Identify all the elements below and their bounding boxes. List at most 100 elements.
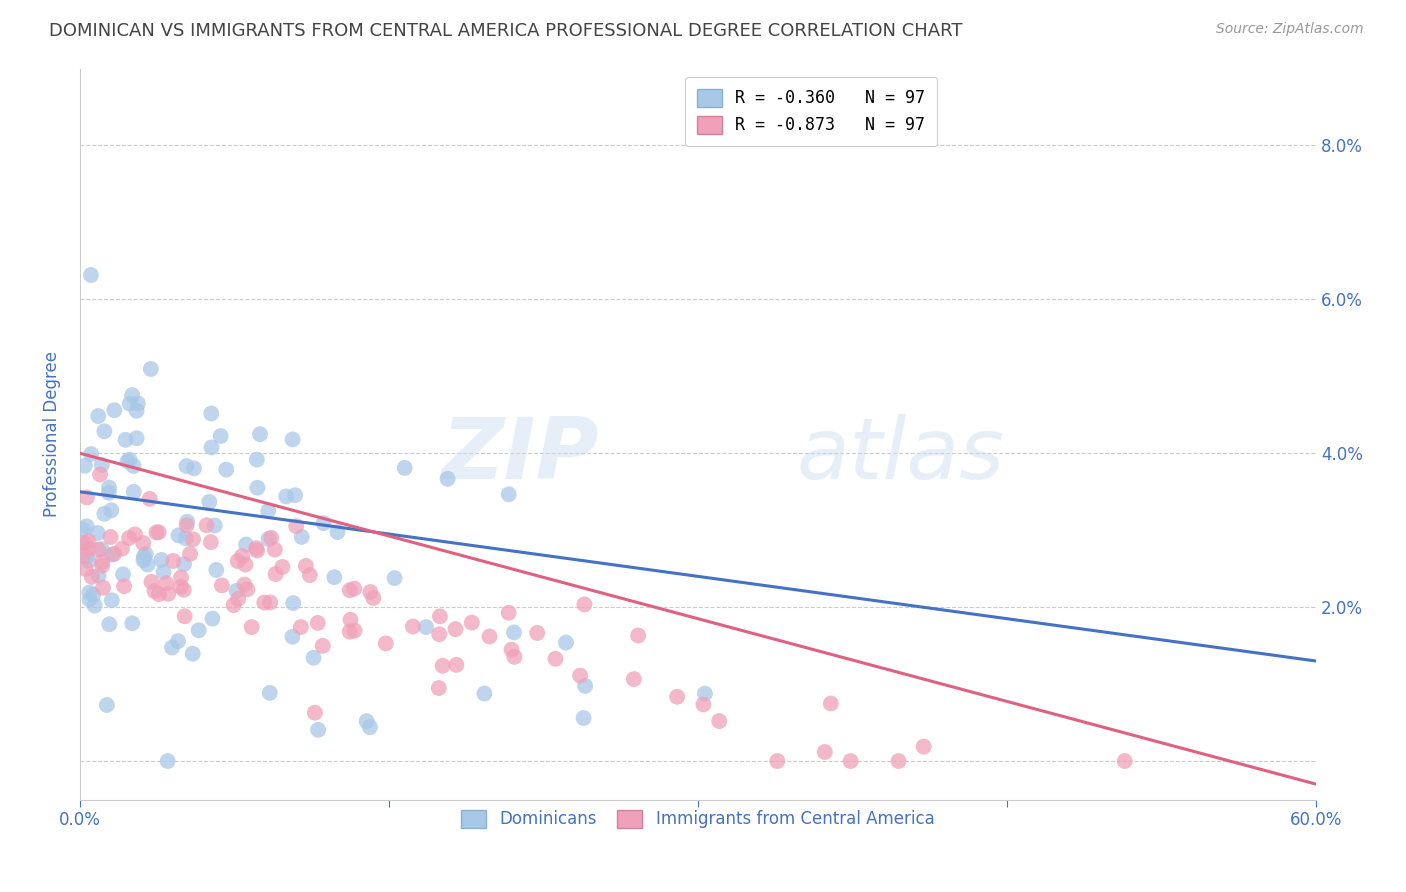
Point bbox=[152, 565, 174, 579]
Point bbox=[87, 568, 110, 582]
Point bbox=[111, 541, 134, 556]
Point bbox=[156, 754, 179, 768]
Point bbox=[77, 534, 100, 549]
Point bbox=[498, 606, 520, 620]
Point bbox=[157, 587, 180, 601]
Point bbox=[281, 630, 304, 644]
Point bbox=[112, 567, 135, 582]
Point bbox=[141, 574, 163, 589]
Point bbox=[136, 558, 159, 572]
Point bbox=[572, 711, 595, 725]
Point bbox=[478, 630, 501, 644]
Point bbox=[343, 624, 366, 638]
Point bbox=[446, 657, 468, 672]
Point bbox=[374, 636, 396, 650]
Point bbox=[259, 686, 281, 700]
Point bbox=[569, 668, 592, 682]
Point bbox=[90, 458, 112, 472]
Point bbox=[173, 609, 195, 624]
Point bbox=[307, 615, 329, 630]
Point bbox=[98, 481, 121, 495]
Point bbox=[72, 549, 94, 563]
Point bbox=[125, 404, 148, 418]
Point bbox=[339, 624, 361, 639]
Point bbox=[170, 570, 193, 584]
Point bbox=[236, 582, 259, 597]
Point bbox=[498, 487, 520, 501]
Point bbox=[91, 581, 114, 595]
Y-axis label: Professional Degree: Professional Degree bbox=[44, 351, 60, 517]
Point bbox=[87, 542, 110, 557]
Point bbox=[235, 537, 257, 551]
Point bbox=[101, 548, 124, 562]
Point bbox=[290, 620, 312, 634]
Point bbox=[127, 396, 149, 410]
Point bbox=[91, 555, 114, 569]
Point bbox=[132, 536, 155, 550]
Point bbox=[83, 599, 105, 613]
Point bbox=[257, 532, 280, 546]
Point bbox=[257, 504, 280, 518]
Point bbox=[170, 580, 193, 594]
Point bbox=[246, 543, 269, 558]
Point bbox=[291, 530, 314, 544]
Point bbox=[235, 558, 257, 572]
Point bbox=[114, 433, 136, 447]
Point bbox=[211, 578, 233, 592]
Point bbox=[162, 554, 184, 568]
Point bbox=[263, 542, 285, 557]
Point bbox=[80, 447, 103, 461]
Point bbox=[402, 619, 425, 633]
Point bbox=[150, 553, 173, 567]
Point bbox=[70, 536, 93, 550]
Point bbox=[204, 518, 226, 533]
Point bbox=[80, 570, 103, 584]
Point bbox=[233, 577, 256, 591]
Point bbox=[307, 723, 329, 737]
Text: ZIP: ZIP bbox=[441, 415, 599, 498]
Text: atlas: atlas bbox=[797, 415, 1005, 498]
Point bbox=[304, 706, 326, 720]
Point bbox=[122, 458, 145, 473]
Point bbox=[160, 640, 183, 655]
Point bbox=[205, 563, 228, 577]
Point bbox=[444, 622, 467, 636]
Point bbox=[501, 642, 523, 657]
Point bbox=[298, 568, 321, 582]
Point bbox=[91, 558, 114, 573]
Point bbox=[461, 615, 484, 630]
Point bbox=[76, 549, 98, 564]
Point bbox=[76, 519, 98, 533]
Point bbox=[183, 461, 205, 475]
Point bbox=[138, 491, 160, 506]
Point bbox=[666, 690, 689, 704]
Point bbox=[82, 588, 104, 602]
Point bbox=[359, 720, 381, 734]
Point bbox=[225, 583, 247, 598]
Point bbox=[215, 462, 238, 476]
Point bbox=[75, 562, 97, 576]
Point bbox=[79, 592, 101, 607]
Point bbox=[339, 613, 361, 627]
Point bbox=[121, 616, 143, 631]
Point bbox=[173, 558, 195, 572]
Point bbox=[155, 576, 177, 591]
Point bbox=[356, 714, 378, 728]
Point bbox=[176, 458, 198, 473]
Point bbox=[503, 625, 526, 640]
Point bbox=[887, 754, 910, 768]
Point bbox=[200, 407, 222, 421]
Point bbox=[139, 362, 162, 376]
Point bbox=[77, 554, 100, 568]
Point bbox=[145, 525, 167, 540]
Point bbox=[623, 672, 645, 686]
Point bbox=[264, 567, 287, 582]
Point bbox=[176, 518, 198, 533]
Point bbox=[283, 596, 305, 610]
Point bbox=[124, 527, 146, 541]
Point bbox=[394, 461, 416, 475]
Point bbox=[249, 427, 271, 442]
Point bbox=[436, 472, 458, 486]
Point bbox=[80, 268, 103, 282]
Point bbox=[245, 541, 267, 556]
